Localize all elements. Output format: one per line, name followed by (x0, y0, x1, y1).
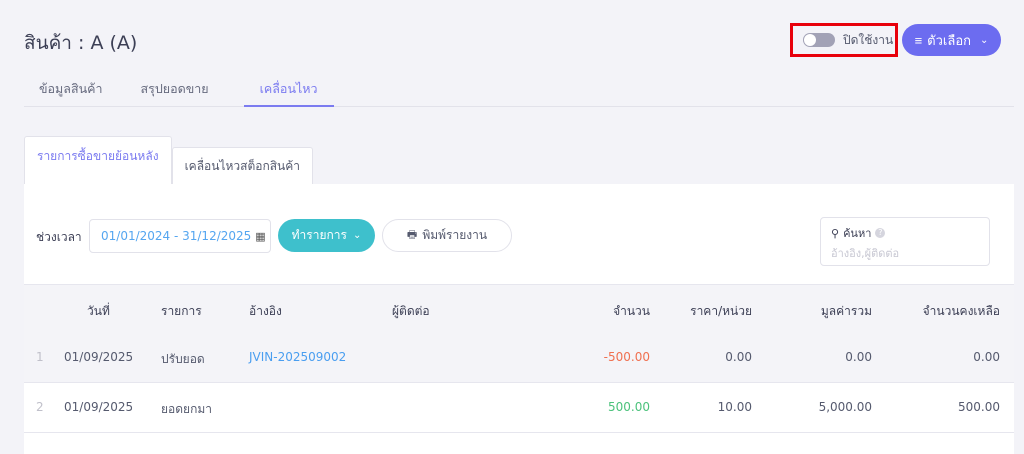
options-button[interactable]: ≡ ตัวเลือก ⌄ (902, 24, 1001, 56)
menu-icon: ≡ (914, 32, 923, 48)
col-price: ราคา/หน่วย (690, 304, 752, 318)
chevron-down-icon: ⌄ (980, 34, 989, 46)
tab-movement[interactable]: เคลื่อนไหว (243, 70, 334, 107)
page-title: สินค้า : A (A) (24, 32, 138, 54)
row-balance: 0.00 (973, 350, 1000, 364)
row-item: ปรับยอด (161, 352, 205, 366)
row-price: 0.00 (725, 350, 752, 364)
table-header: วันที่ รายการ อ้างอิง ผู้ติดต่อ จำนวน รา… (24, 284, 1014, 334)
search-box: ⚲ ค้นหา? (820, 217, 990, 266)
action-button[interactable]: ทำรายการ ⌄ (278, 219, 375, 252)
subtab-stock-movement[interactable]: เคลื่อนไหวสต็อกสินค้า (171, 147, 314, 185)
row-balance: 500.00 (958, 400, 1000, 414)
search-label: ค้นหา (843, 227, 872, 240)
col-contact: ผู้ติดต่อ (392, 304, 430, 318)
date-range-value: 01/01/2024 - 31/12/2025 (101, 229, 252, 243)
row-date: 01/09/2025 (64, 350, 134, 364)
subtab-transaction-history[interactable]: รายการซื้อขายย้อนหลัง (24, 136, 172, 185)
table-row[interactable]: 2 01/09/2025 ยอดยกมา 500.00 10.00 5,000.… (24, 383, 1014, 433)
disable-toggle[interactable]: ปิดใช้งาน (790, 23, 898, 57)
options-label: ตัวเลือก (927, 32, 972, 48)
main-tabs: ข้อมูลสินค้า สรุปยอดขาย เคลื่อนไหว (24, 70, 1014, 107)
tab-sales-summary[interactable]: สรุปยอดขาย (140, 81, 209, 96)
toggle-switch[interactable] (803, 33, 835, 47)
row-item: ยอดยกมา (161, 402, 212, 416)
col-total: มูลค่ารวม (820, 304, 872, 318)
printer-icon: 🖶 (406, 228, 418, 241)
transactions-card: ช่วงเวลา 01/01/2024 - 31/12/2025 ▦ ทำราย… (24, 184, 1014, 454)
search-icon: ⚲ (831, 226, 840, 240)
row-index: 2 (36, 400, 44, 414)
row-qty: 500.00 (608, 400, 650, 414)
row-price: 10.00 (717, 400, 752, 414)
period-label: ช่วงเวลา (36, 230, 82, 244)
col-date: วันที่ (87, 304, 110, 318)
print-report-button[interactable]: 🖶 พิมพ์รายงาน (382, 219, 512, 252)
row-ref-link[interactable]: JVIN-202509002 (249, 350, 347, 364)
row-total: 5,000.00 (818, 400, 872, 414)
date-range-picker[interactable]: 01/01/2024 - 31/12/2025 ▦ (89, 219, 271, 253)
col-ref: อ้างอิง (249, 304, 282, 318)
print-label: พิมพ์รายงาน (422, 228, 488, 242)
tab-product-info[interactable]: ข้อมูลสินค้า (39, 81, 103, 96)
col-balance: จำนวนคงเหลือ (922, 304, 1000, 318)
search-input[interactable] (831, 247, 976, 260)
col-qty: จำนวน (613, 304, 650, 318)
row-qty: -500.00 (603, 350, 650, 364)
toggle-label: ปิดใช้งาน (843, 32, 894, 47)
calendar-icon: ▦ (255, 229, 266, 243)
table-row[interactable]: 1 01/09/2025 ปรับยอด JVIN-202509002 -500… (24, 333, 1014, 383)
chevron-down-icon: ⌄ (352, 230, 362, 241)
col-item: รายการ (161, 304, 202, 318)
sub-tabs: รายการซื้อขายย้อนหลัง เคลื่อนไหวสต็อกสิน… (24, 136, 314, 185)
row-total: 0.00 (845, 350, 872, 364)
help-icon[interactable]: ? (875, 228, 886, 238)
row-date: 01/09/2025 (64, 400, 134, 414)
row-index: 1 (36, 350, 44, 364)
action-label: ทำรายการ (291, 228, 347, 242)
